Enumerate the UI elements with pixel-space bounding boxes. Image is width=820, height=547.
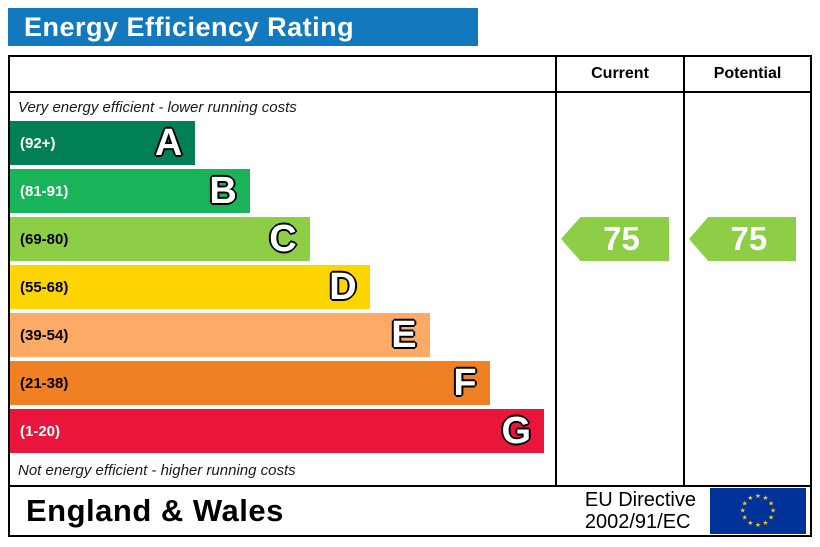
current-column-header: Current [555,57,683,93]
band-range-label: (92+) [20,134,56,152]
eu-star: ★ [747,519,753,527]
eu-star: ★ [747,494,753,502]
current-rating-arrow: 75 [561,217,669,261]
band-letter: D [329,266,357,308]
band-range-label: (21-38) [20,374,69,392]
eu-star: ★ [770,507,776,515]
eu-flag: ★ ★ ★ ★ ★ ★ ★ ★ ★ ★ ★ ★ [710,488,806,534]
eu-flag-field [710,488,806,534]
band-letter: E [391,314,417,356]
chart-header-cell [10,57,555,93]
band-range-label: (81-91) [20,182,69,200]
rating-chart-area: Very energy efficient - lower running co… [10,93,555,485]
top-note: Very energy efficient - lower running co… [18,98,297,116]
bottom-note: Not energy efficient - higher running co… [18,461,296,479]
eu-star: ★ [755,521,761,529]
band-E: (39-54) E [10,313,430,357]
eu-star: ★ [740,507,746,515]
band-B: (81-91) B [10,169,250,213]
potential-column-header: Potential [683,57,810,93]
band-range-label: (39-54) [20,326,69,344]
eu-star: ★ [742,499,748,507]
band-range-label: (1-20) [20,422,61,440]
eu-directive-label: EU Directive 2002/91/EC [585,489,710,534]
title-bar: Energy Efficiency Rating [8,8,478,46]
band-letter: F [453,362,477,404]
band-G: (1-20) G [10,409,545,453]
band-range-label: (69-80) [20,230,69,248]
band-letter: B [209,170,237,212]
potential-rating-cell: 75 [683,93,810,485]
current-rating-cell: 75 [555,93,683,485]
footer: England & Wales EU Directive 2002/91/EC … [10,485,810,535]
eu-star: ★ [762,494,768,502]
band-C: (69-80) C [10,217,310,261]
band-range-label: (55-68) [20,278,69,296]
band-letter: G [501,410,532,452]
band-D: (55-68) D [10,265,370,309]
band-F: (21-38) F [10,361,490,405]
eu-star: ★ [768,514,774,522]
band-letter: A [154,122,183,164]
region-label: England & Wales [26,493,284,528]
current-rating-value: 75 [603,220,640,257]
eu-star: ★ [742,514,748,522]
page-title: Energy Efficiency Rating [24,11,355,42]
rating-bands: (92+) A (81-91) B (69-80) C (55-68) D (39-54) E (2… [10,121,555,453]
eu-star: ★ [755,492,761,500]
eu-directive-line2: 2002/91/EC [584,511,691,533]
band-letter: C [269,218,297,260]
band-A: (92+) A [10,121,196,165]
eu-directive-line1: EU Directive [584,488,696,511]
potential-rating-value: 75 [730,220,768,257]
epc-rating-table: Current Potential Very energy efficient … [8,55,812,537]
eu-star: ★ [762,519,768,527]
potential-rating-arrow: 75 [689,217,796,261]
eu-star: ★ [768,499,774,507]
